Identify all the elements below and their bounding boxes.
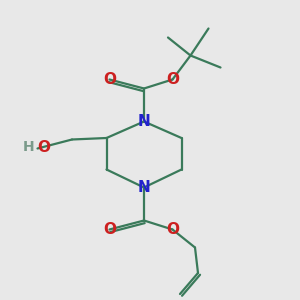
Text: O: O [166,72,179,87]
Text: N: N [138,180,150,195]
Text: N: N [138,114,150,129]
Text: O: O [103,72,116,87]
Text: O: O [103,222,116,237]
Text: O: O [37,140,50,154]
Text: H: H [23,140,34,154]
Text: O: O [166,222,179,237]
